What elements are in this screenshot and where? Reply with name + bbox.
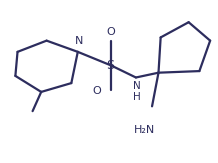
Text: N: N (75, 36, 83, 46)
Text: H₂N: H₂N (134, 125, 155, 135)
Text: N
H: N H (133, 82, 141, 102)
Text: S: S (106, 59, 114, 72)
Text: O: O (107, 27, 116, 37)
Text: O: O (93, 86, 102, 96)
